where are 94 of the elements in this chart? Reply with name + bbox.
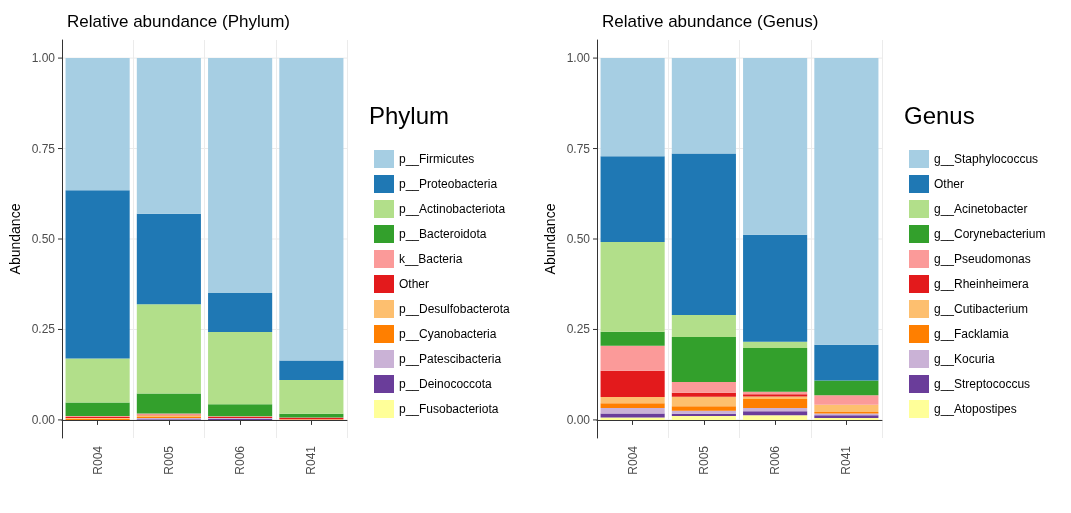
bar [208,404,273,417]
legend-label: p__Deinococcota [399,377,493,391]
bar [600,58,665,157]
legend-label: g__Pseudomonas [934,252,1031,266]
x-tick-label: R006 [233,445,248,475]
y-tick-label: 1.00 [566,51,591,66]
legend-label: p__Patescibacteria [399,352,502,366]
y-tick-label: 1.00 [31,51,56,66]
bar [814,380,879,396]
bar [600,241,665,332]
y-tick-label: 0.75 [566,141,591,156]
bar [671,337,736,382]
bar [208,58,273,293]
legend-label: p__Cyanobacteria [399,327,497,341]
bar [208,292,273,332]
y-axis-title: Abundance [7,203,23,275]
y-tick-label: 0.75 [31,141,56,156]
bar [671,153,736,315]
x-tick-label: R005 [161,445,176,475]
bar [600,397,665,404]
bar [671,392,736,397]
legend-title: Phylum [369,101,450,129]
bar [279,360,344,381]
bar [814,395,879,405]
bar [600,413,665,418]
bar [671,396,736,407]
bar [65,402,130,416]
y-axis-title: Abundance [542,203,558,275]
y-tick-label: 0.00 [31,412,56,427]
legend-label: p__Fusobacteriota [399,402,499,416]
bar [743,234,808,342]
x-tick-label: R004 [625,445,640,475]
bar [600,370,665,398]
bar [814,58,879,345]
legend-label: g__Facklamia [934,327,1010,341]
bar [136,213,201,305]
x-tick-label: R041 [839,445,854,475]
bar [671,415,736,420]
legend-label: g__Corynebacterium [934,227,1046,241]
bar [743,347,808,392]
bar [279,58,344,361]
legend-label: k__Bacteria [399,252,463,266]
chart-title: Relative abundance (Genus) [602,12,819,31]
bar [743,341,808,348]
legend-label: p__Bacteroidota [399,227,487,241]
bar [600,417,665,420]
bar [671,58,736,154]
legend-label: g__Staphylococcus [934,152,1039,166]
legend-label: p__Proteobacteria [399,177,498,191]
bar [671,314,736,338]
bar [743,58,808,235]
legend-label: Other [934,177,965,191]
legend-label: Other [399,277,430,291]
bar [136,393,201,414]
bar [208,331,273,405]
bar [65,190,130,359]
x-tick-label: R005 [696,445,711,475]
bar [136,58,201,214]
bar [65,358,130,403]
legend-label: g__Atopostipes [934,402,1017,416]
bar [743,398,808,408]
legend-label: p__Firmicutes [399,152,475,166]
legend-label: g__Kocuria [934,352,996,366]
y-tick-label: 0.25 [31,322,56,337]
legend-label: g__Streptococcus [934,377,1031,391]
bar [600,331,665,346]
legend-label: p__Actinobacteriota [399,202,506,216]
bar [136,304,201,394]
chart-title: Relative abundance (Phylum) [67,12,291,31]
y-tick-label: 0.50 [31,232,56,246]
bar [743,407,808,412]
bar [600,403,665,408]
y-tick-label: 0.25 [566,322,591,337]
bar [600,407,665,414]
y-tick-label: 0.50 [566,232,591,246]
bar [65,58,130,191]
bar [279,380,344,414]
y-tick-label: 0.00 [566,412,591,427]
bar [743,415,808,420]
legend-title: Genus [904,101,975,129]
legend-label: p__Desulfobacterota [399,302,511,316]
x-tick-label: R006 [768,445,783,475]
legend-label: g__Cutibacterium [934,302,1029,316]
x-tick-label: R004 [90,445,105,475]
bar [600,156,665,242]
bar [814,404,879,412]
bar [743,411,808,416]
x-tick-label: R041 [304,445,319,475]
bar [600,345,665,371]
bar [671,406,736,411]
legend-label: g__Rheinheimera [934,277,1030,291]
bar [671,381,736,393]
legend-label: g__Acinetobacter [934,202,1028,216]
bar [814,344,879,381]
